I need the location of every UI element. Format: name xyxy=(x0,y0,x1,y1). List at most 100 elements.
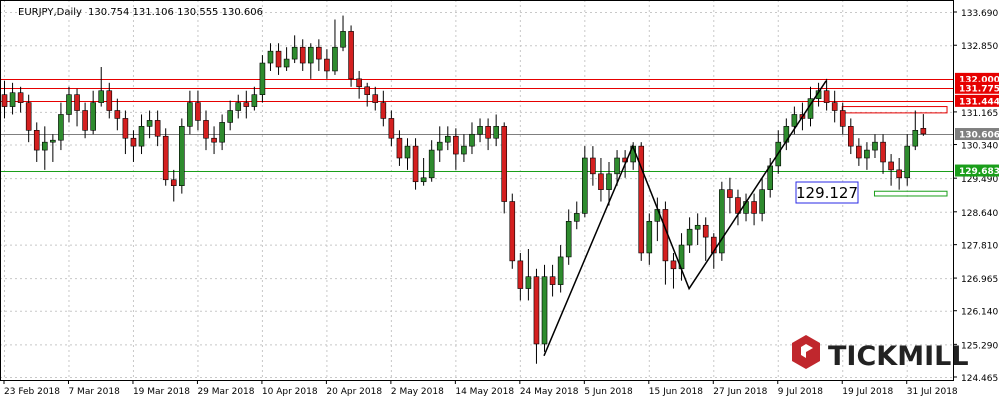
candle[interactable] xyxy=(1,80,8,119)
candle[interactable] xyxy=(912,110,919,151)
candle[interactable] xyxy=(735,189,741,226)
candle[interactable] xyxy=(372,86,379,111)
candle[interactable] xyxy=(880,134,886,174)
candle[interactable] xyxy=(106,82,113,119)
candle[interactable] xyxy=(686,217,693,253)
candle[interactable] xyxy=(831,90,838,123)
candle[interactable] xyxy=(549,264,556,297)
candle[interactable] xyxy=(195,90,201,131)
candle[interactable] xyxy=(98,66,105,107)
candle[interactable] xyxy=(364,82,371,107)
candle[interactable] xyxy=(243,90,250,119)
candle[interactable] xyxy=(646,213,653,265)
candle[interactable] xyxy=(412,138,419,190)
candle[interactable] xyxy=(170,169,177,202)
candle[interactable] xyxy=(299,39,306,71)
candle[interactable] xyxy=(461,134,467,162)
candle[interactable] xyxy=(17,86,24,113)
candle[interactable] xyxy=(267,43,274,71)
candle[interactable] xyxy=(33,122,40,162)
candle[interactable] xyxy=(436,126,443,162)
candle[interactable] xyxy=(573,201,580,230)
candle[interactable] xyxy=(90,90,96,135)
candle[interactable] xyxy=(743,193,749,222)
candle[interactable] xyxy=(590,146,596,186)
candle[interactable] xyxy=(74,88,80,127)
candle[interactable] xyxy=(485,118,491,151)
candle[interactable] xyxy=(41,126,48,170)
candle[interactable] xyxy=(533,268,540,364)
candle[interactable] xyxy=(138,114,145,155)
candle[interactable] xyxy=(227,100,233,131)
candle[interactable] xyxy=(340,15,346,52)
candle[interactable] xyxy=(66,86,72,123)
candle[interactable] xyxy=(856,138,862,166)
candle[interactable] xyxy=(557,245,564,293)
candle[interactable] xyxy=(187,90,193,135)
candle[interactable] xyxy=(259,55,266,103)
candle[interactable] xyxy=(275,43,282,75)
trendline-zigzag[interactable] xyxy=(543,80,827,357)
candle[interactable] xyxy=(501,122,508,214)
candle[interactable] xyxy=(896,158,902,190)
candle[interactable] xyxy=(219,114,225,151)
candle[interactable] xyxy=(541,264,548,352)
candle[interactable] xyxy=(517,252,524,301)
candle[interactable] xyxy=(904,134,911,186)
candle[interactable] xyxy=(114,98,121,131)
annotation-box[interactable]: 129.127 xyxy=(795,181,859,204)
candle[interactable] xyxy=(428,140,435,182)
candle[interactable] xyxy=(783,118,790,151)
candle[interactable] xyxy=(719,181,725,261)
candle[interactable] xyxy=(25,94,32,143)
candle[interactable] xyxy=(251,86,258,111)
candle[interactable] xyxy=(324,49,330,79)
candle[interactable] xyxy=(847,118,854,155)
candle[interactable] xyxy=(179,118,185,194)
candle[interactable] xyxy=(154,110,161,147)
candle[interactable] xyxy=(662,201,669,285)
candle[interactable] xyxy=(211,126,217,155)
candle[interactable] xyxy=(469,122,475,155)
candle[interactable] xyxy=(920,114,927,136)
candle[interactable] xyxy=(356,70,362,99)
candle[interactable] xyxy=(50,134,56,162)
candle[interactable] xyxy=(525,249,532,301)
candle[interactable] xyxy=(9,82,16,115)
candle[interactable] xyxy=(493,114,499,147)
candle[interactable] xyxy=(420,158,427,186)
candle[interactable] xyxy=(751,193,757,226)
candle[interactable] xyxy=(759,177,765,222)
candle[interactable] xyxy=(235,94,242,119)
candle[interactable] xyxy=(864,142,870,170)
candle[interactable] xyxy=(839,102,846,135)
zone-rectangle[interactable] xyxy=(873,190,948,197)
candle[interactable] xyxy=(332,19,338,75)
candle[interactable] xyxy=(477,118,483,143)
candle[interactable] xyxy=(307,43,314,79)
candle[interactable] xyxy=(694,213,701,246)
candle[interactable] xyxy=(291,35,298,64)
candle[interactable] xyxy=(380,90,387,127)
candle[interactable] xyxy=(638,142,645,261)
candle[interactable] xyxy=(396,130,403,166)
candle[interactable] xyxy=(348,25,354,87)
candle[interactable] xyxy=(582,146,588,218)
candle[interactable] xyxy=(130,130,137,162)
candle[interactable] xyxy=(316,39,322,71)
candle[interactable] xyxy=(122,110,129,155)
candle[interactable] xyxy=(509,193,516,269)
candle[interactable] xyxy=(598,158,604,202)
candle[interactable] xyxy=(670,252,677,289)
candle[interactable] xyxy=(82,102,88,139)
candle[interactable] xyxy=(388,110,395,147)
candle[interactable] xyxy=(58,102,64,151)
candle[interactable] xyxy=(565,209,572,265)
candle[interactable] xyxy=(606,161,612,206)
candle[interactable] xyxy=(146,110,153,139)
candle[interactable] xyxy=(702,217,709,261)
candle[interactable] xyxy=(872,134,878,158)
candle[interactable] xyxy=(823,78,830,111)
candle[interactable] xyxy=(283,47,290,71)
